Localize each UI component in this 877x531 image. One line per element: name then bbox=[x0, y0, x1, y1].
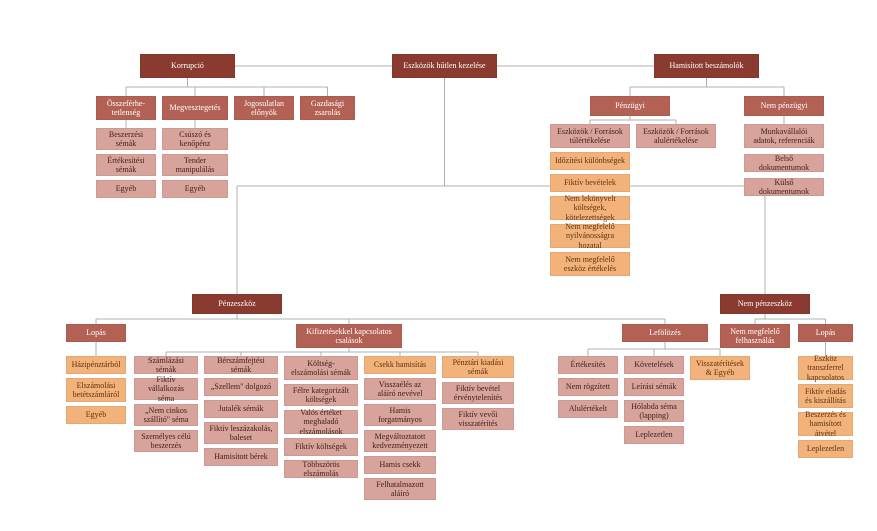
node-h1c: Időzítési különbségek bbox=[550, 152, 630, 170]
node-k3b: Valós értéket meghaladó elszámolások bbox=[284, 410, 358, 434]
node-p3: Lefölözés bbox=[622, 324, 708, 342]
node-n1: Nem megfelelő felhasználás bbox=[720, 324, 790, 348]
node-c4: Gazdasági zsarolás bbox=[300, 96, 355, 120]
node-k5a: Fiktív bevétel érvénytelenítés bbox=[442, 382, 514, 404]
node-k4d: Hamis csekk bbox=[364, 456, 436, 474]
node-k3d: Többszörös elszámolás bbox=[284, 460, 358, 478]
node-n2: Lopás bbox=[798, 324, 853, 342]
node-t3: Hamisított beszámolók bbox=[654, 54, 759, 78]
node-p1: Lopás bbox=[66, 324, 126, 342]
node-k3c: Fiktív költségek bbox=[284, 438, 358, 456]
node-h2a: Munkavállalói adatok, referenciák bbox=[744, 124, 824, 148]
node-h2c: Külső dokumentumok bbox=[744, 178, 824, 196]
node-k1c: Személyes célú beszerzés bbox=[134, 430, 198, 452]
node-k2: Bérszámfejtési sémák bbox=[204, 356, 278, 374]
node-k1a: Fiktív vállalkozás séma bbox=[134, 378, 198, 400]
node-l2: Követelések bbox=[624, 356, 684, 374]
node-l1: Értékesítés bbox=[558, 356, 618, 374]
node-k2c: Fiktív leszázakolás, baleset bbox=[204, 422, 278, 444]
node-m1: Pénzeszköz bbox=[192, 294, 282, 314]
node-c2a: Csúszó és kenőpénz bbox=[162, 128, 228, 150]
node-k2d: Hamisított bérek bbox=[204, 448, 278, 466]
node-p2: Kifizetésekkel kapcsolatos csalások bbox=[296, 324, 402, 348]
node-l2c: Leplezetlen bbox=[624, 426, 684, 444]
node-h1f: Nem megfelelő nyilvánosságra hozatal bbox=[550, 224, 630, 248]
node-c1a: Beszerzési sémák bbox=[96, 128, 156, 150]
node-k2a: „Szellem" dolgozó bbox=[204, 378, 278, 396]
node-n2d: Leplezetlen bbox=[798, 440, 853, 458]
node-n2b: Fiktív eladás és kiszállítás bbox=[798, 384, 853, 408]
node-k4a: Visszaélés az aláíró nevével bbox=[364, 378, 436, 400]
node-h2: Nem pénzügyi bbox=[744, 96, 824, 116]
node-h1a: Eszközök / Források túlértékelése bbox=[550, 124, 630, 148]
node-h1b: Eszközök / Források alulértékelése bbox=[636, 124, 716, 148]
node-c1c: Egyéb bbox=[96, 180, 156, 198]
connectors-layer bbox=[0, 0, 877, 531]
node-m2: Nem pénzeszköz bbox=[720, 294, 810, 314]
node-l1a: Nem rögzített bbox=[558, 378, 618, 396]
node-k5b: Fiktív vevői visszatérítés bbox=[442, 408, 514, 430]
node-t1: Korrupció bbox=[140, 54, 235, 78]
node-k1b: „Nem cinkos szállító" séma bbox=[134, 404, 198, 426]
node-p1c: Egyéb bbox=[66, 406, 126, 424]
node-l1b: Alulértékelt bbox=[558, 400, 618, 418]
node-h2b: Belső dokumentumok bbox=[744, 154, 824, 172]
node-k5: Pénztári kiadási sémák bbox=[442, 356, 514, 378]
node-p1a: Házipénztárból bbox=[66, 356, 126, 374]
node-h1g: Nem megfelelő eszköz értékelés bbox=[550, 252, 630, 276]
node-k2b: Jutalék sémák bbox=[204, 400, 278, 418]
node-c2c: Egyéb bbox=[162, 180, 228, 198]
node-k4b: Hamis forgatmányos bbox=[364, 404, 436, 426]
node-c2: Megvesztegetés bbox=[162, 96, 228, 120]
node-l2a: Leírási sémák bbox=[624, 378, 684, 396]
node-c3: Jogosulatlan előnyök bbox=[234, 96, 294, 120]
node-k4: Csekk hamisítás bbox=[364, 356, 436, 374]
node-h1e: Nem lekönyvelt költségek, kötelezettsége… bbox=[550, 196, 630, 220]
node-c2b: Tender manipulálás bbox=[162, 154, 228, 176]
node-l2b: Hólabda séma (lapping) bbox=[624, 400, 684, 422]
node-h1d: Fiktív bevételek bbox=[550, 174, 630, 192]
node-k3: Költség- elszámolási sémák bbox=[284, 356, 358, 380]
node-h1: Pénzügyi bbox=[590, 96, 670, 116]
node-l3: Visszatérítések & Egyéb bbox=[690, 356, 750, 380]
node-k3a: Félre kategorizált költségek bbox=[284, 384, 358, 406]
node-c1: Összeférhe- tetlenség bbox=[96, 96, 156, 120]
node-k4c: Megváltoztatott kedvezményezett bbox=[364, 430, 436, 452]
node-p1b: Elszámolási betétszámláról bbox=[66, 378, 126, 402]
node-k4e: Felhatalmazott aláíró bbox=[364, 478, 436, 500]
node-n2c: Beszerzés és hamisított átvétel bbox=[798, 412, 853, 436]
node-n2a: Eszköz transzferrel kapcsolatos bbox=[798, 356, 853, 380]
node-k1: Számlázási sémák bbox=[134, 356, 198, 374]
node-t2: Eszközök hűtlen kezelése bbox=[392, 54, 497, 78]
node-c1b: Értékesítési sémák bbox=[96, 154, 156, 176]
